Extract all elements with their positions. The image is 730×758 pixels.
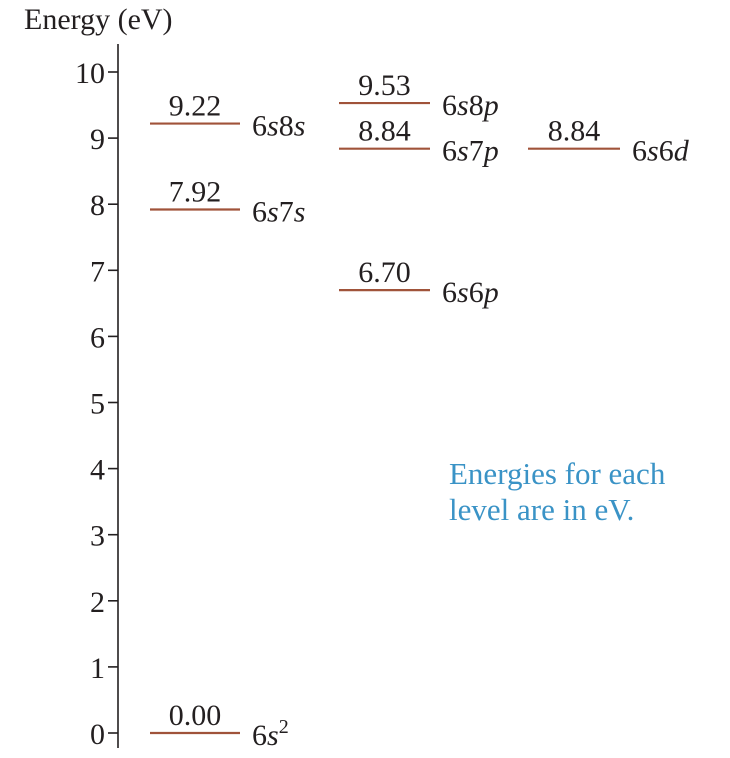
y-axis-ticks: 0 1 2 3 4 5 6 7 8 9 10 bbox=[75, 57, 118, 751]
y-tick-label-0: 0 bbox=[90, 718, 105, 751]
level-configuration-label: 6s8p bbox=[442, 89, 499, 122]
y-tick-label-4: 4 bbox=[90, 454, 105, 487]
y-tick-label-10: 10 bbox=[75, 57, 105, 90]
level-value-label: 8.84 bbox=[548, 115, 601, 148]
level-4: 8.84 6s7p bbox=[339, 115, 499, 168]
level-configuration-label: 6s6d bbox=[632, 135, 690, 168]
energy-levels: 0.00 6s2 7.92 6s7s 9.22 6s8s 6.70 6s6p 8.84 6s7p 9… bbox=[150, 69, 690, 752]
level-value-label: 6.70 bbox=[358, 256, 411, 289]
level-configuration-label: 6s2 bbox=[252, 716, 289, 752]
level-2: 9.22 6s8s bbox=[150, 90, 305, 143]
y-tick-label-1: 1 bbox=[90, 652, 105, 685]
level-value-label: 9.53 bbox=[358, 69, 411, 102]
units-note-line-1: Energies for each bbox=[449, 456, 666, 491]
level-value-label: 9.22 bbox=[169, 90, 222, 123]
level-configuration-label: 6s7p bbox=[442, 135, 499, 168]
level-value-label: 0.00 bbox=[169, 699, 222, 732]
y-tick-label-6: 6 bbox=[90, 321, 105, 354]
level-configuration-label: 6s6p bbox=[442, 276, 499, 309]
level-0: 0.00 6s2 bbox=[150, 699, 289, 752]
level-configuration-label: 6s7s bbox=[252, 195, 305, 228]
axis-title: Energy (eV) bbox=[24, 3, 173, 36]
units-note-line-2: level are in eV. bbox=[449, 492, 635, 527]
level-3: 6.70 6s6p bbox=[339, 256, 499, 309]
level-5: 9.53 6s8p bbox=[339, 69, 499, 122]
y-tick-label-3: 3 bbox=[90, 520, 105, 553]
level-value-label: 7.92 bbox=[169, 175, 222, 208]
level-6: 8.84 6s6d bbox=[528, 115, 690, 168]
y-tick-label-7: 7 bbox=[90, 255, 105, 288]
level-value-label: 8.84 bbox=[358, 115, 411, 148]
y-tick-label-5: 5 bbox=[90, 388, 105, 421]
level-configuration-label: 6s8s bbox=[252, 110, 305, 143]
level-1: 7.92 6s7s bbox=[150, 175, 305, 228]
y-tick-label-9: 9 bbox=[90, 123, 105, 156]
units-note: Energies for each level are in eV. bbox=[449, 456, 719, 528]
y-tick-label-8: 8 bbox=[90, 189, 105, 222]
y-tick-label-2: 2 bbox=[90, 586, 105, 619]
